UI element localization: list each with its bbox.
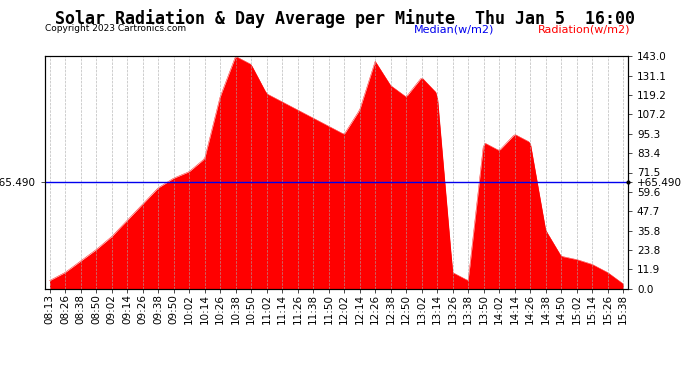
- Text: Copyright 2023 Cartronics.com: Copyright 2023 Cartronics.com: [45, 24, 186, 33]
- Text: Radiation(w/m2): Radiation(w/m2): [538, 24, 631, 34]
- Text: Median(w/m2): Median(w/m2): [414, 24, 494, 34]
- Text: Solar Radiation & Day Average per Minute  Thu Jan 5  16:00: Solar Radiation & Day Average per Minute…: [55, 9, 635, 28]
